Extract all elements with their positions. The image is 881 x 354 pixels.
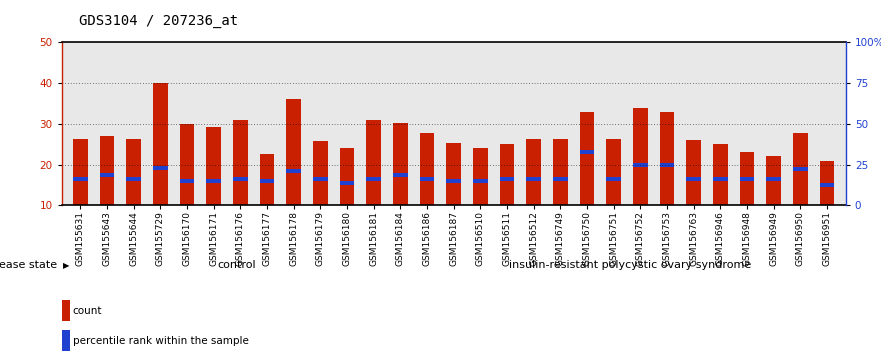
Bar <box>260 179 274 183</box>
Bar <box>713 177 728 181</box>
Bar <box>526 177 541 181</box>
Text: ▶: ▶ <box>63 261 69 270</box>
Bar <box>580 112 595 205</box>
Bar <box>126 139 141 205</box>
Bar <box>180 124 195 205</box>
Bar <box>313 141 328 205</box>
Bar <box>73 139 88 205</box>
Bar <box>286 169 301 173</box>
Bar <box>126 177 141 181</box>
Bar <box>660 112 675 205</box>
Bar <box>740 177 754 181</box>
Bar <box>313 177 328 181</box>
Text: control: control <box>218 261 256 270</box>
Bar <box>206 179 221 183</box>
Bar <box>660 162 675 167</box>
Bar <box>740 152 754 205</box>
Bar <box>606 139 621 205</box>
Text: disease state: disease state <box>0 261 57 270</box>
Bar <box>447 179 461 183</box>
Bar <box>393 173 408 177</box>
Bar <box>473 148 488 205</box>
Bar <box>366 177 381 181</box>
Bar <box>819 183 834 187</box>
Bar <box>419 177 434 181</box>
Bar <box>633 162 648 167</box>
Bar <box>606 177 621 181</box>
Text: percentile rank within the sample: percentile rank within the sample <box>72 336 248 346</box>
Bar <box>393 123 408 205</box>
Bar <box>580 150 595 154</box>
Bar <box>500 177 515 181</box>
Bar <box>473 179 488 183</box>
Bar <box>206 127 221 205</box>
Bar <box>766 156 781 205</box>
Bar <box>819 161 834 205</box>
Text: GDS3104 / 207236_at: GDS3104 / 207236_at <box>79 14 239 28</box>
Bar <box>766 177 781 181</box>
Bar <box>340 148 354 205</box>
Bar <box>793 133 808 205</box>
Text: insulin-resistant polycystic ovary syndrome: insulin-resistant polycystic ovary syndr… <box>509 261 751 270</box>
Bar <box>73 177 88 181</box>
Bar <box>233 120 248 205</box>
Bar <box>100 136 115 205</box>
Bar <box>686 177 701 181</box>
Bar <box>419 133 434 205</box>
Bar <box>366 120 381 205</box>
Bar <box>633 108 648 205</box>
Bar <box>553 139 567 205</box>
Bar <box>500 144 515 205</box>
Bar <box>793 167 808 171</box>
Bar <box>686 140 701 205</box>
Bar <box>62 330 70 351</box>
Bar <box>713 144 728 205</box>
Bar <box>553 177 567 181</box>
Bar <box>447 143 461 205</box>
Bar <box>180 179 195 183</box>
Bar <box>100 173 115 177</box>
Text: count: count <box>72 306 102 316</box>
Bar <box>526 139 541 205</box>
Bar <box>233 177 248 181</box>
Bar <box>340 181 354 185</box>
Bar <box>153 83 167 205</box>
Bar <box>286 99 301 205</box>
Bar <box>260 154 274 205</box>
Bar <box>62 300 70 321</box>
Bar <box>153 166 167 170</box>
